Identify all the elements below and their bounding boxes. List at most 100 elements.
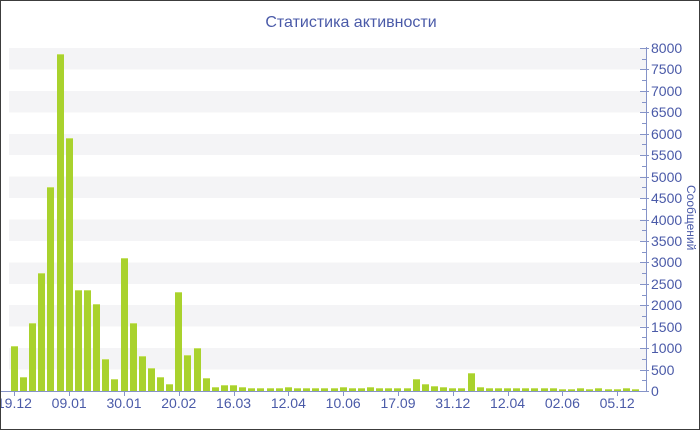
bar (458, 387, 466, 391)
bar (284, 387, 292, 391)
y-major-tick (640, 69, 649, 71)
bar (467, 373, 475, 391)
y-tick-label: 5000 (651, 168, 683, 185)
y-major-tick (640, 155, 649, 157)
bar (312, 388, 320, 391)
x-tick-label: 12.04 (490, 395, 526, 411)
bar (166, 383, 174, 391)
y-tick-label: 500 (651, 361, 675, 378)
bar (275, 388, 283, 391)
bar (38, 272, 46, 391)
x-tick-label: 16.03 (216, 395, 252, 411)
y-tick-label: 7500 (651, 61, 683, 78)
bar (357, 388, 365, 391)
x-tick (178, 392, 180, 396)
x-tick-label: 31.12 (435, 395, 471, 411)
y-axis-title: Сообщений (684, 185, 698, 251)
x-tick-label: 02.06 (544, 395, 580, 411)
y-major-tick (640, 133, 649, 135)
bar (120, 258, 128, 391)
y-minor-tick (642, 144, 646, 146)
bar (376, 387, 384, 391)
chart-title: Статистика активности (265, 14, 437, 31)
bar (248, 388, 256, 391)
bar (586, 388, 594, 391)
bar (29, 322, 37, 391)
bar (604, 388, 612, 391)
x-tick (14, 392, 16, 396)
y-major-tick (640, 283, 649, 285)
bar (485, 388, 493, 391)
bar (184, 354, 192, 391)
bar (257, 388, 265, 391)
bar (175, 292, 183, 391)
y-major-tick (640, 262, 649, 264)
bar (549, 388, 557, 391)
bar (595, 388, 603, 391)
bar (339, 387, 347, 391)
bar (74, 290, 82, 391)
bar (266, 388, 274, 391)
y-tick-label: 0 (651, 383, 659, 399)
bar (138, 355, 146, 391)
x-tick-label: 12.04 (270, 395, 306, 411)
bar (56, 54, 64, 391)
y-minor-tick (642, 187, 646, 189)
bar (558, 388, 566, 391)
x-tick (452, 392, 454, 396)
x-tick (617, 392, 619, 396)
x-tick (397, 392, 399, 396)
y-tick-label: 6000 (651, 125, 683, 142)
x-tick-label: 30.01 (106, 395, 142, 411)
bar (157, 376, 165, 391)
bar (494, 388, 502, 391)
bar (330, 388, 338, 391)
bar (568, 388, 575, 391)
bar (111, 379, 119, 391)
y-tick-label: 1000 (651, 340, 683, 357)
bar (303, 388, 311, 391)
bar (394, 387, 402, 391)
y-minor-tick (642, 123, 646, 125)
y-major-tick (640, 348, 649, 350)
y-tick-label: 5500 (651, 147, 683, 164)
y-minor-tick (642, 315, 646, 317)
bar (220, 385, 228, 391)
y-minor-tick (642, 58, 646, 60)
bar (239, 387, 247, 391)
bar (93, 304, 101, 391)
bar (321, 387, 329, 391)
y-tick-label: 1500 (651, 318, 683, 335)
y-major-tick (640, 198, 649, 200)
y-tick-label: 8000 (651, 40, 683, 56)
y-minor-tick (642, 337, 646, 339)
y-major-tick (640, 305, 649, 307)
bar (65, 138, 73, 391)
y-major-tick (640, 112, 649, 114)
y-minor-tick (642, 101, 646, 103)
y-minor-tick (642, 358, 646, 360)
bar (403, 388, 411, 391)
bar (47, 187, 55, 391)
bar (440, 386, 448, 391)
bar (230, 385, 238, 391)
y-minor-tick (642, 294, 646, 296)
bar (294, 388, 302, 391)
x-tick-label: 20.02 (161, 395, 197, 411)
bar (504, 388, 512, 391)
bar (531, 388, 539, 391)
y-major-tick (640, 240, 649, 242)
x-tick-label: 05.12 (599, 395, 635, 411)
x-tick-label: 19.12 (0, 395, 32, 411)
y-minor-tick (642, 380, 646, 382)
bar (476, 387, 484, 391)
y-minor-tick (642, 208, 646, 210)
y-major-tick (640, 176, 649, 178)
y-tick-label: 3500 (651, 232, 683, 249)
x-tick (288, 392, 290, 396)
y-tick-label: 6500 (651, 104, 683, 121)
bar (367, 387, 375, 391)
bar (421, 383, 429, 391)
plot-area (9, 48, 646, 391)
